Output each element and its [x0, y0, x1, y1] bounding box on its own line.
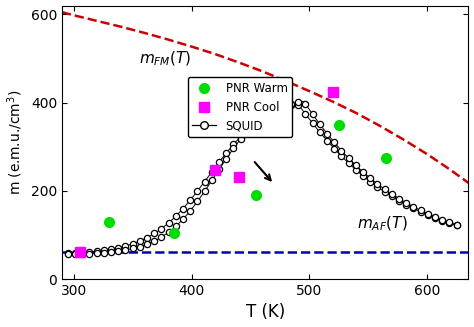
Text: $m_{FM}(T)$: $m_{FM}(T)$ [138, 49, 191, 68]
Y-axis label: m (e.m.u./cm$^3$): m (e.m.u./cm$^3$) [6, 90, 25, 195]
X-axis label: T (K): T (K) [246, 303, 285, 321]
Legend: PNR Warm, PNR Cool, SQUID: PNR Warm, PNR Cool, SQUID [188, 77, 292, 137]
Text: $m_{AF}(T)$: $m_{AF}(T)$ [356, 215, 407, 233]
